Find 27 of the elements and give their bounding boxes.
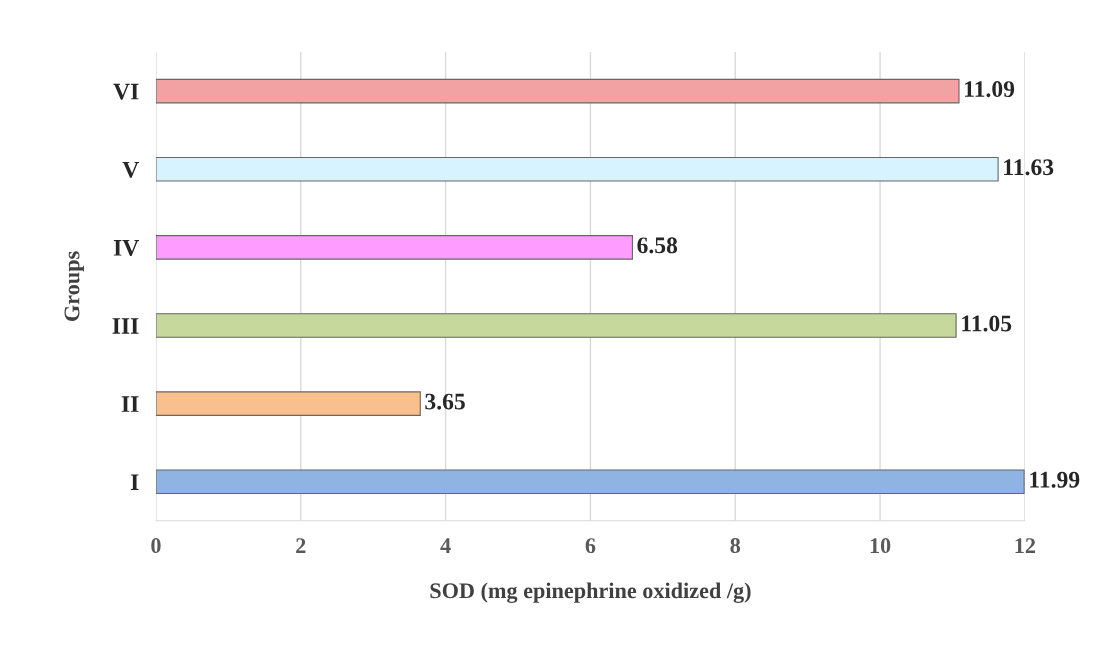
x-tick-label: 6 (585, 538, 596, 554)
bar (155, 313, 957, 338)
y-tick-label: V (122, 161, 140, 178)
x-tick-label: 2 (296, 538, 306, 553)
y-tick-label: IV (113, 240, 140, 256)
data-label: 3.65 (425, 393, 465, 410)
x-tick-label: 8 (730, 538, 741, 554)
bar (155, 156, 999, 182)
data-label: 11.63 (1004, 159, 1054, 176)
y-tick-label: VI (113, 83, 139, 100)
bar (155, 469, 1025, 495)
y-tick-label: II (121, 396, 139, 412)
y-tick-label: I (130, 474, 139, 490)
x-tick-label: 4 (440, 538, 451, 553)
bar (155, 391, 421, 416)
y-axis-title: Groups (64, 251, 84, 321)
x-tick-label: 0 (151, 538, 161, 554)
x-tick-label: 12 (1015, 538, 1036, 553)
bar (155, 78, 960, 104)
data-label: 11.09 (965, 81, 1015, 98)
data-label: 6.58 (637, 237, 678, 254)
y-tick-label: III (112, 318, 139, 334)
bar (155, 235, 633, 260)
x-tick-label: 10 (870, 538, 891, 554)
x-axis-title: SOD (mg epinephrine oxidized /g) (430, 582, 751, 603)
data-label: 11.99 (1030, 471, 1080, 488)
data-label: 11.05 (962, 315, 1012, 332)
